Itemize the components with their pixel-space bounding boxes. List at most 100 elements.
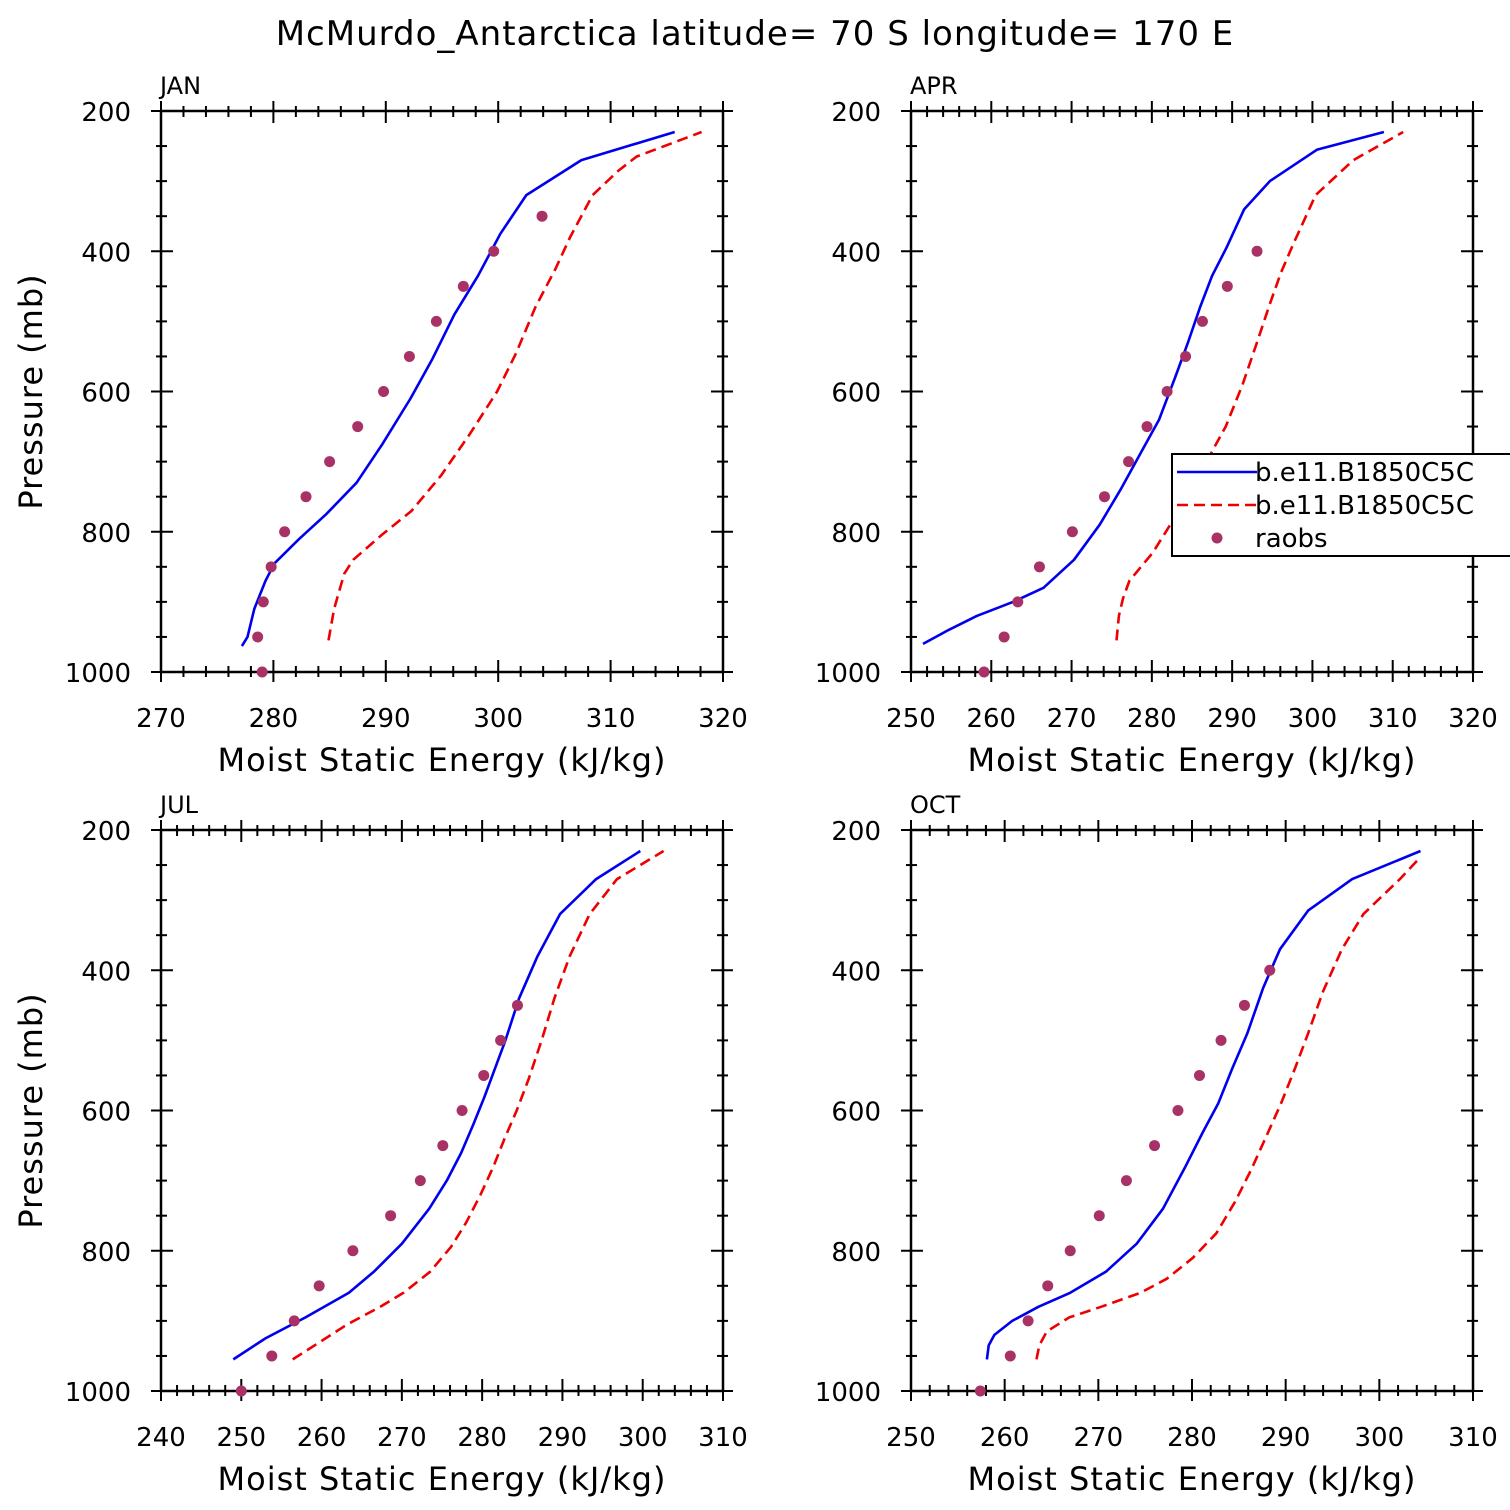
raobs-point <box>1161 386 1173 397</box>
raobs-point <box>1264 964 1276 976</box>
y-tick-label: 600 <box>831 379 881 409</box>
y-tick-label: 200 <box>81 817 131 847</box>
raobs-point <box>257 596 269 608</box>
plot-frame <box>909 109 1475 674</box>
raobs-point <box>1022 1315 1034 1327</box>
x-tick-label: 280 <box>457 1423 507 1453</box>
series-line-dashed <box>327 130 703 641</box>
raobs-point <box>495 1034 507 1046</box>
raobs-point <box>235 1385 247 1397</box>
x-axis-title: Moist Static Energy (kJ/kg) <box>968 741 1417 779</box>
raobs-point <box>1033 561 1045 573</box>
series-line-dashed <box>1115 130 1404 641</box>
x-tick-label: 260 <box>966 704 1016 734</box>
raobs-point <box>378 386 390 397</box>
chart-title: McMurdo_Antarctica latitude= 70 S longit… <box>276 14 1235 54</box>
raobs-point <box>430 315 442 327</box>
x-tick-label: 290 <box>538 1423 588 1453</box>
raobs-point <box>1098 491 1110 503</box>
y-tick-label: 400 <box>831 238 881 268</box>
raobs-point <box>313 1280 325 1292</box>
x-tick-label: 270 <box>1047 704 1097 734</box>
y-tick-label: 600 <box>81 1098 131 1128</box>
raobs-point <box>266 1350 278 1362</box>
legend-label: b.e11.B1850C5C <box>1255 458 1474 488</box>
x-tick-label: 250 <box>216 1423 266 1453</box>
x-tick-label: 320 <box>1448 704 1498 734</box>
y-tick-label: 1000 <box>65 659 131 689</box>
panel-label: APR <box>910 72 958 100</box>
x-tick-label: 270 <box>377 1423 427 1453</box>
raobs-point <box>1066 526 1078 538</box>
y-tick-label: 400 <box>831 957 881 987</box>
raobs-point <box>347 1245 359 1257</box>
y-tick-label: 800 <box>81 519 131 549</box>
raobs-point <box>1012 596 1024 608</box>
series-line-solid <box>922 130 1385 646</box>
y-tick-label: 200 <box>831 98 881 128</box>
raobs-point <box>1064 1245 1076 1257</box>
x-tick-label: 310 <box>586 704 636 734</box>
legend-label: raobs <box>1255 524 1328 554</box>
raobs-point <box>1215 1034 1227 1046</box>
raobs-point <box>478 1069 490 1081</box>
y-tick-label: 400 <box>81 957 131 987</box>
series-line-solid <box>232 849 641 1361</box>
raobs-point <box>403 350 415 362</box>
raobs-point <box>256 666 268 678</box>
raobs-point <box>1238 999 1250 1011</box>
raobs-point <box>457 280 469 292</box>
raobs-point <box>1123 456 1135 468</box>
raobs-point <box>385 1210 397 1222</box>
x-tick-label: 300 <box>1288 704 1338 734</box>
x-tick-label: 300 <box>618 1423 668 1453</box>
x-tick-label: 290 <box>361 704 411 734</box>
y-axis-title: Pressure (mb) <box>12 992 50 1228</box>
x-axis-title: Moist Static Energy (kJ/kg) <box>968 1460 1417 1498</box>
x-tick-label: 260 <box>980 1423 1030 1453</box>
raobs-point <box>1042 1280 1054 1292</box>
y-tick-label: 800 <box>831 1238 881 1268</box>
x-tick-label: 260 <box>297 1423 347 1453</box>
y-tick-label: 600 <box>831 1098 881 1128</box>
x-tick-label: 310 <box>1448 1423 1498 1453</box>
raobs-point <box>265 561 277 573</box>
panel-apr: APR 250 260 270 280 290 300 310 320 200 400 600 800 1… <box>815 72 1498 779</box>
raobs-point <box>279 526 291 538</box>
x-tick-label: 310 <box>698 1423 748 1453</box>
raobs-point <box>1141 421 1153 433</box>
raobs-point <box>300 491 312 503</box>
series-line-dashed <box>291 849 665 1361</box>
y-tick-label: 600 <box>81 379 131 409</box>
panel-label: OCT <box>910 791 961 819</box>
panel-jul: JUL 240 250 260 270 280 290 300 310 200 400 600 800 1… <box>12 791 748 1498</box>
x-tick-label: 250 <box>886 704 936 734</box>
x-tick-label: 280 <box>249 704 299 734</box>
legend-label: b.e11.B1850C5C <box>1255 491 1474 521</box>
series-line-solid <box>985 849 1421 1360</box>
panel-label: JAN <box>158 72 201 100</box>
raobs-point <box>1221 280 1233 292</box>
y-axis-title: Pressure (mb) <box>12 273 50 509</box>
raobs-point <box>324 456 336 468</box>
x-tick-label: 300 <box>1355 1423 1405 1453</box>
raobs-point <box>511 999 523 1011</box>
x-tick-label: 300 <box>473 704 523 734</box>
legend-swatch-dot <box>1211 532 1223 544</box>
raobs-point <box>1120 1175 1132 1187</box>
x-tick-label: 280 <box>1127 704 1177 734</box>
raobs-point <box>414 1175 426 1187</box>
raobs-point <box>978 666 990 678</box>
x-axis-title: Moist Static Energy (kJ/kg) <box>218 1460 667 1498</box>
x-tick-label: 250 <box>886 1423 936 1453</box>
x-tick-label: 270 <box>136 704 186 734</box>
panels: JAN 270 280 290 300 310 320 200 400 600 800 1000 Moi… <box>12 72 1498 1498</box>
raobs-point <box>998 631 1010 643</box>
plot-frame <box>909 828 1475 1393</box>
series-line-dashed <box>1035 857 1421 1360</box>
x-tick-label: 290 <box>1261 1423 1311 1453</box>
y-tick-label: 800 <box>81 1238 131 1268</box>
raobs-point <box>1193 1069 1205 1081</box>
